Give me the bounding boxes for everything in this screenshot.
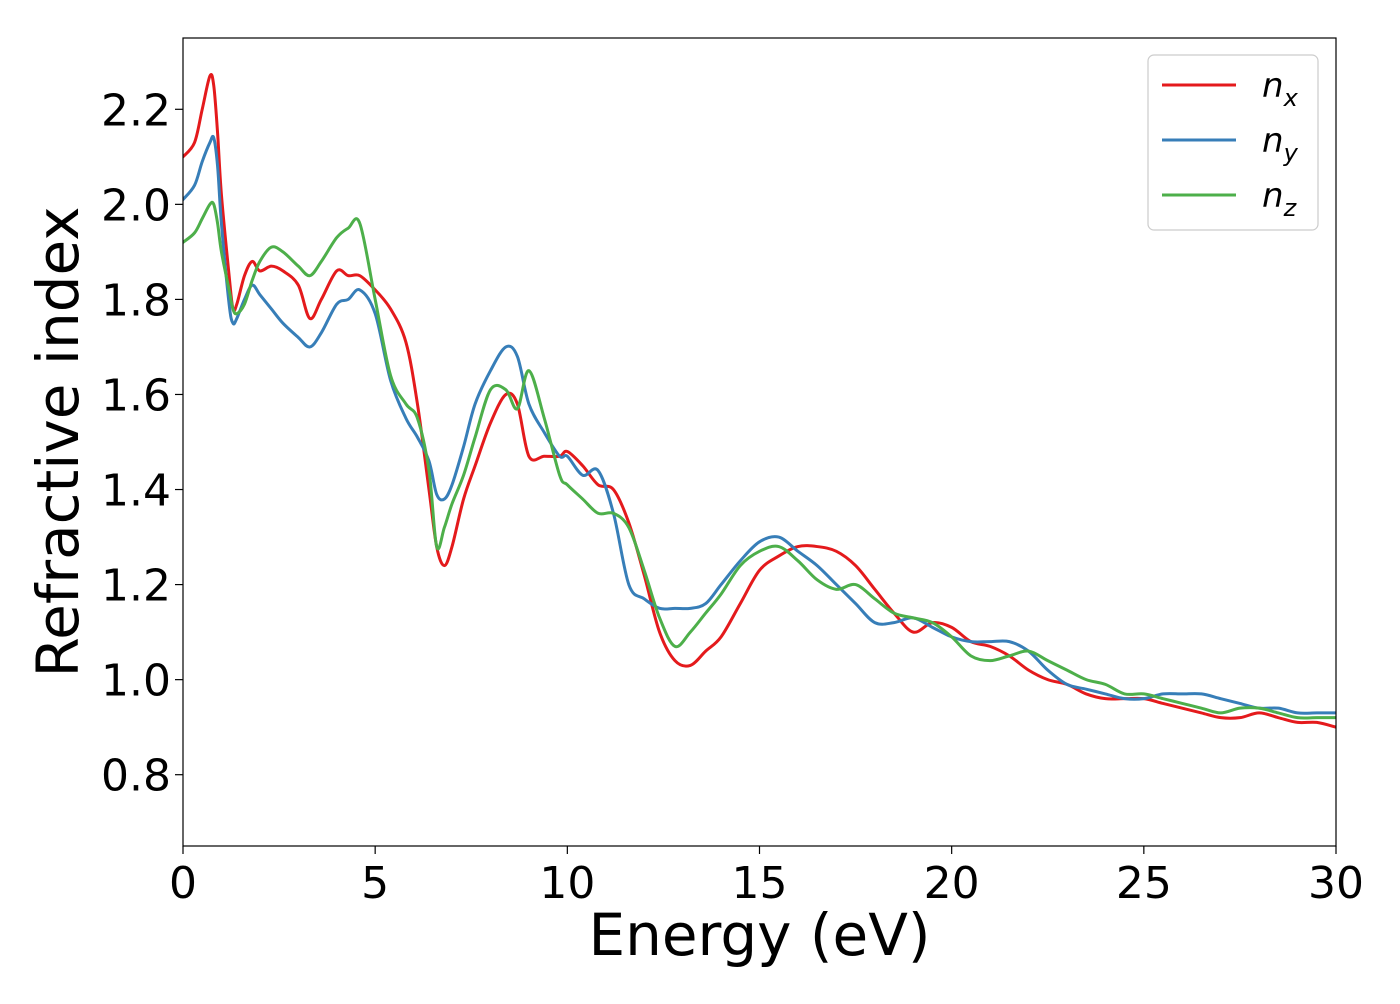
x-axis-title: Energy (eV) (588, 901, 930, 969)
legend-label-sub: y (1283, 139, 1299, 167)
series-line-x (183, 72, 1336, 729)
ticks-layer: 0 5 10 15 20 25 30 0.8 1.0 1.2 1.4 1.6 1.8 2.0 2.2 (101, 85, 1364, 909)
y-tick-label: 1.2 (101, 561, 171, 612)
x-tick-label: 5 (361, 858, 389, 909)
x-tick-label: 10 (539, 858, 595, 909)
legend-label-y: ny (1262, 121, 1299, 167)
y-tick-label: 1.0 (101, 656, 171, 707)
x-tick-label: 15 (732, 858, 788, 909)
y-tick-label: 1.4 (101, 466, 171, 517)
x-tick-label: 25 (1116, 858, 1172, 909)
legend-label-main: n (1262, 121, 1284, 161)
x-tick-label: 20 (924, 858, 980, 909)
y-tick-label: 2.2 (101, 85, 171, 136)
y-tick-label: 2.0 (101, 180, 171, 231)
legend-label-sub: x (1283, 84, 1299, 112)
y-axis-title: Refractive index (24, 206, 92, 677)
x-tick-label: 0 (169, 858, 197, 909)
y-tick-label: 1.6 (101, 370, 171, 421)
plot-frame (182, 37, 1337, 847)
legend-label-z: nz (1262, 176, 1298, 222)
series-line-z (183, 200, 1336, 720)
legend-label-main: n (1262, 176, 1284, 216)
legend-label-main: n (1262, 66, 1284, 106)
legend-label-x: nx (1262, 66, 1299, 112)
y-tick-label: 0.8 (101, 751, 171, 802)
legend-label-sub: z (1283, 194, 1298, 222)
legend-box (1147, 54, 1319, 231)
series-layer (183, 72, 1336, 729)
series-line-y (183, 134, 1336, 715)
y-tick-label: 1.8 (101, 275, 171, 326)
x-tick-label: 30 (1308, 858, 1364, 909)
